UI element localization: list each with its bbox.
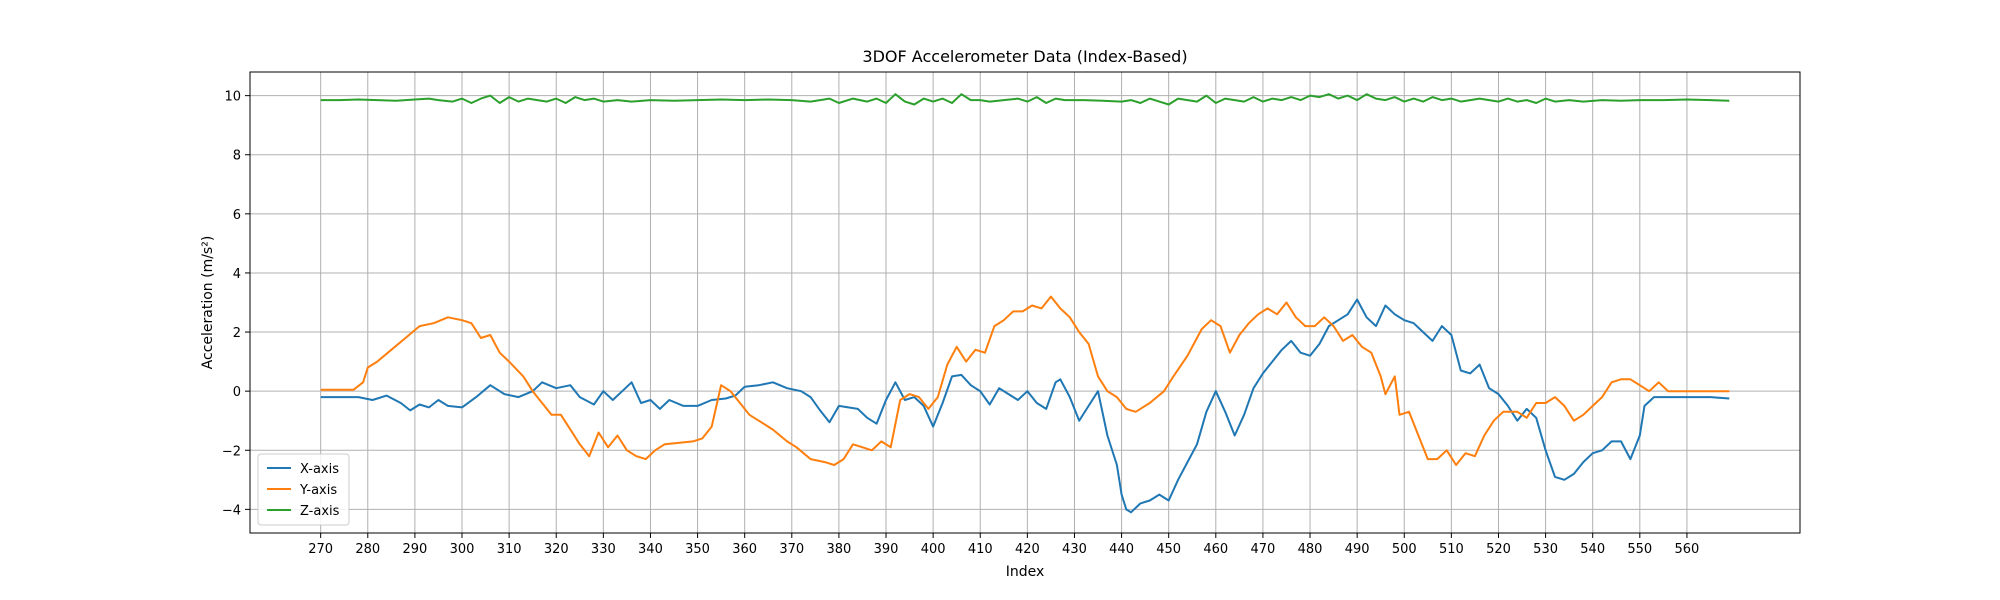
y-tick-label: 10: [224, 90, 241, 105]
x-tick-label: 420: [1015, 542, 1040, 557]
y-tick-label: −4: [222, 503, 241, 518]
x-tick-label: 500: [1392, 542, 1417, 557]
x-tick-label: 270: [308, 542, 333, 557]
x-tick-label: 360: [732, 542, 757, 557]
x-tick-label: 450: [1156, 542, 1181, 557]
grid: [250, 72, 1800, 533]
x-tick-label: 440: [1109, 542, 1134, 557]
x-tick-label: 480: [1298, 542, 1323, 557]
x-tick-label: 510: [1439, 542, 1464, 557]
series-line-z-axis: [320, 93, 1730, 106]
legend-label: Y-axis: [299, 483, 337, 498]
x-tick-label: 390: [874, 542, 899, 557]
y-axis-title: Acceleration (m/s²): [200, 236, 216, 370]
x-tick-label: 560: [1675, 542, 1700, 557]
x-tick-label: 280: [355, 542, 380, 557]
series-line-x-axis: [320, 298, 1730, 514]
x-tick-label: 520: [1486, 542, 1511, 557]
x-tick-label: 330: [591, 542, 616, 557]
x-tick-label: 380: [826, 542, 851, 557]
x-tick-label: 460: [1203, 542, 1228, 557]
x-tick-label: 320: [544, 542, 569, 557]
y-tick-label: −2: [222, 444, 241, 459]
x-tick-label: 470: [1251, 542, 1276, 557]
x-tick-label: 540: [1580, 542, 1605, 557]
y-tick-label: 0: [233, 385, 241, 400]
axis-ticks: 270 280 290 300 310 320 330 340 350 360 370 380 390 4…: [222, 90, 1700, 557]
x-tick-label: 340: [638, 542, 663, 557]
x-tick-label: 530: [1533, 542, 1558, 557]
x-tick-label: 490: [1345, 542, 1370, 557]
series-line-y-axis: [320, 295, 1730, 466]
x-tick-label: 410: [968, 542, 993, 557]
x-tick-label: 300: [450, 542, 475, 557]
legend-box: [257, 453, 350, 526]
x-tick-label: 290: [402, 542, 427, 557]
y-tick-label: 8: [233, 149, 241, 164]
x-tick-label: 400: [921, 542, 946, 557]
x-tick-label: 370: [779, 542, 804, 557]
x-tick-label: 350: [685, 542, 710, 557]
legend-label: X-axis: [300, 462, 339, 477]
series-lines: [320, 93, 1730, 514]
y-tick-label: 4: [233, 267, 241, 282]
x-tick-label: 430: [1062, 542, 1087, 557]
plot-frame: [249, 71, 1801, 534]
y-tick-label: 2: [233, 326, 241, 341]
x-tick-label: 550: [1627, 542, 1652, 557]
legend-label: Z-axis: [300, 504, 340, 519]
chart-title: 3DOF Accelerometer Data (Index-Based): [862, 47, 1187, 66]
y-tick-label: 6: [233, 208, 241, 223]
legend: X-axis Y-axis Z-axis: [257, 453, 350, 526]
x-tick-label: 310: [497, 542, 522, 557]
x-axis-title: Index: [1006, 564, 1045, 580]
